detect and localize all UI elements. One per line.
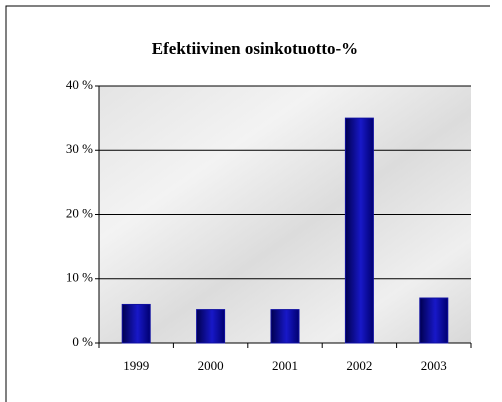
y-tick-label: 10 %: [66, 270, 93, 285]
x-tick-label: 2000: [198, 358, 224, 373]
bar: [121, 303, 151, 344]
x-tick-label: 2001: [272, 358, 298, 373]
x-tick-label: 1999: [123, 358, 149, 373]
bar: [344, 117, 374, 344]
y-tick-label: 40 %: [66, 77, 93, 92]
chart-title: Efektiivinen osinkotuotto-%: [152, 39, 358, 58]
bar: [419, 297, 449, 344]
frame: [5, 5, 490, 402]
x-tick-label: 2003: [421, 358, 447, 373]
bar: [196, 309, 226, 344]
bar: [270, 309, 300, 344]
y-tick-label: 0 %: [72, 334, 93, 349]
x-tick-label: 2002: [346, 358, 372, 373]
y-tick-label: 20 %: [66, 205, 93, 220]
y-tick-label: 30 %: [66, 141, 93, 156]
